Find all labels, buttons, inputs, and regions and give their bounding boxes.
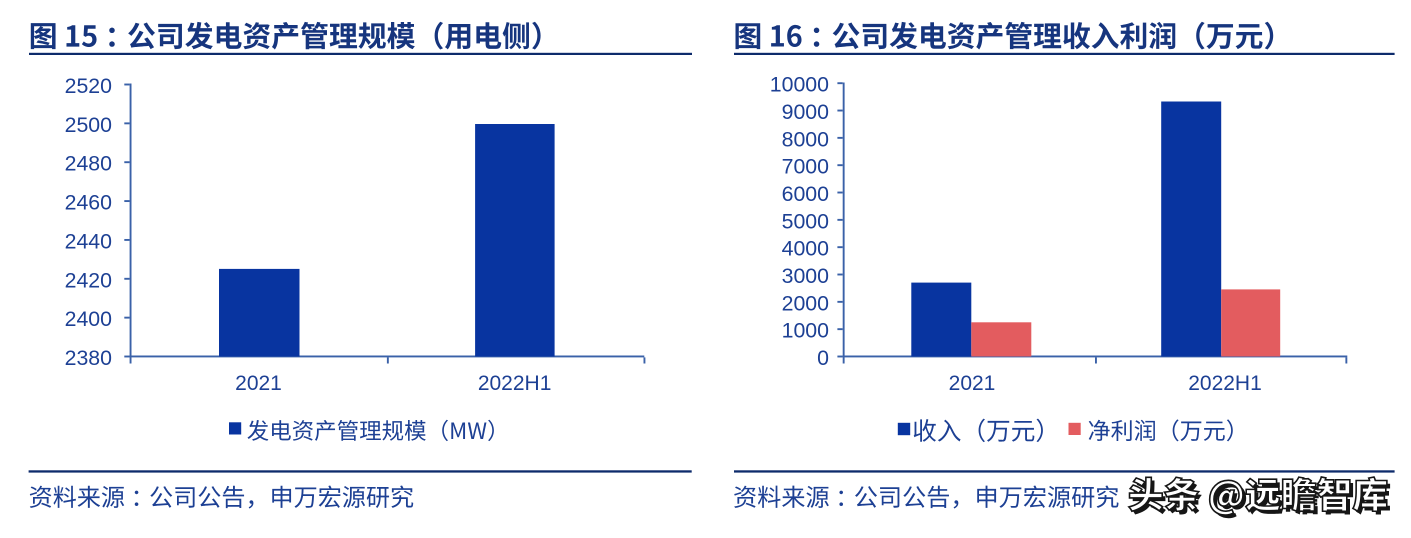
svg-text:10000: 10000 [770, 73, 829, 97]
svg-text:2500: 2500 [65, 113, 113, 137]
svg-text:8000: 8000 [782, 127, 830, 151]
svg-text:2440: 2440 [65, 229, 113, 253]
svg-text:3000: 3000 [782, 264, 830, 288]
svg-text:0: 0 [817, 346, 829, 370]
svg-text:2420: 2420 [65, 268, 113, 292]
svg-text:7000: 7000 [782, 155, 830, 179]
svg-text:2022H1: 2022H1 [1188, 372, 1262, 395]
svg-text:2520: 2520 [65, 74, 113, 98]
svg-text:2021: 2021 [949, 372, 996, 395]
svg-text:2400: 2400 [65, 307, 113, 331]
svg-text:2000: 2000 [782, 291, 830, 315]
svg-text:2480: 2480 [65, 152, 113, 176]
svg-text:4000: 4000 [782, 237, 830, 261]
svg-text:2022H1: 2022H1 [478, 372, 552, 395]
svg-text:6000: 6000 [782, 182, 830, 206]
svg-text:5000: 5000 [782, 209, 830, 233]
svg-text:2021: 2021 [235, 372, 282, 395]
svg-text:1000: 1000 [782, 319, 830, 343]
svg-text:9000: 9000 [782, 100, 830, 124]
svg-text:2380: 2380 [65, 346, 113, 370]
svg-text:2460: 2460 [65, 191, 113, 215]
